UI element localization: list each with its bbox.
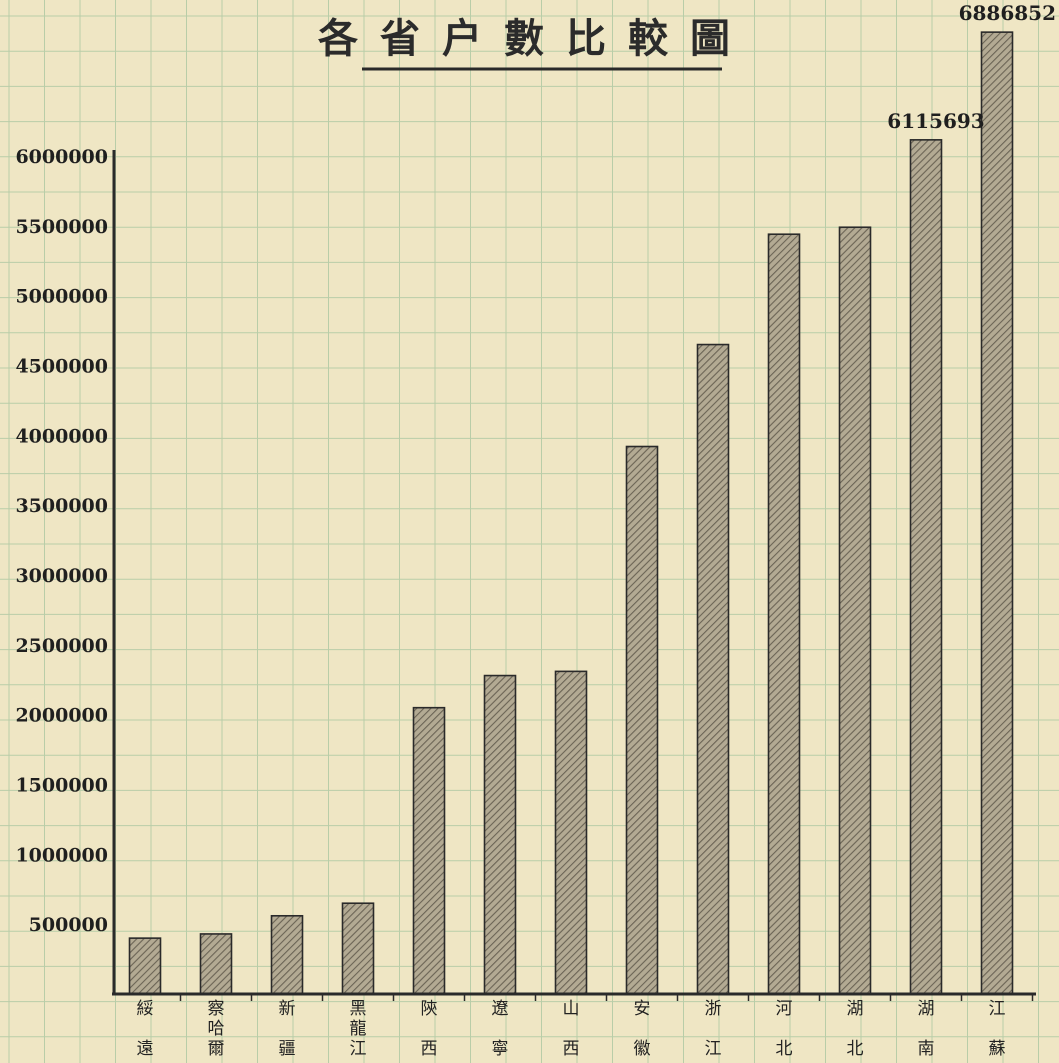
bar-河北: [767, 233, 801, 995]
y-tick-label: 500000: [29, 914, 108, 936]
bar-新疆: [270, 914, 304, 995]
y-tick-label: 3500000: [15, 495, 108, 517]
y-tick-label: 5500000: [15, 216, 108, 238]
data-labels: 6115693 6886852: [887, 1, 1056, 133]
bar-江蘇: [980, 31, 1014, 995]
x-tick-label: 遼寧: [492, 999, 509, 1059]
y-tick-label: 2000000: [15, 705, 108, 727]
y-tick-label: 1000000: [15, 844, 108, 866]
bar-遼寧: [483, 674, 517, 995]
x-tick-label: 綏遠: [137, 999, 154, 1059]
x-tick-label: 陝西: [421, 999, 438, 1059]
x-tick-label: 安徽: [634, 999, 651, 1059]
x-tick-label: 黑龍江: [350, 999, 367, 1059]
x-tick-label: 浙江: [705, 999, 722, 1059]
data-label-江蘇: 6886852: [959, 1, 1056, 25]
axes: [112, 150, 1036, 1001]
x-tick-label: 新疆: [279, 999, 296, 1059]
y-tick-label: 5000000: [15, 286, 108, 308]
x-tick-label: 察哈爾: [208, 999, 225, 1059]
x-tick-label: 江蘇: [989, 999, 1006, 1059]
x-tick-label: 山西: [563, 999, 580, 1059]
bar-陝西: [412, 706, 446, 995]
bar-綏遠: [128, 937, 162, 995]
y-tick-label: 1500000: [15, 775, 108, 797]
bar-安徽: [625, 445, 659, 995]
bars: [128, 31, 1014, 995]
y-tick-label: 2500000: [15, 635, 108, 657]
bar-浙江: [696, 343, 730, 995]
bar-湖南: [909, 139, 943, 995]
y-tick-label: 4500000: [15, 356, 108, 378]
y-tick-label: 6000000: [15, 146, 108, 168]
bar-山西: [554, 670, 588, 995]
y-tick-label: 4000000: [15, 425, 108, 447]
chart-title: 各省户數比較圖: [318, 15, 752, 62]
y-tick-labels: 500000 1000000 1500000 2000000 2500000 300000…: [15, 146, 108, 936]
bar-黑龍江: [341, 902, 375, 995]
x-tick-label: 河北: [776, 999, 793, 1059]
data-label-湖南: 6115693: [887, 109, 984, 133]
bar-湖北: [838, 226, 872, 995]
x-tick-label: 湖南: [918, 999, 935, 1059]
x-tick-label: 湖北: [847, 999, 864, 1059]
y-tick-label: 3000000: [15, 565, 108, 587]
bar-察哈爾: [199, 933, 233, 995]
